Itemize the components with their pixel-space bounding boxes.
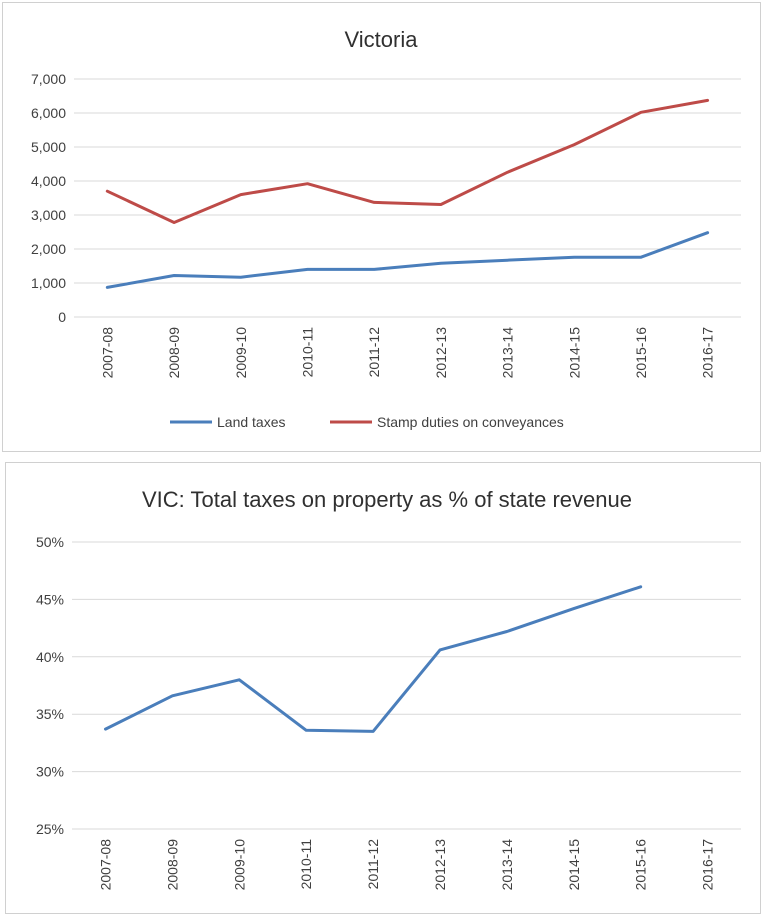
- y-tick-label: 2,000: [31, 241, 66, 257]
- x-tick-label: 2010-11: [298, 839, 314, 890]
- y-tick-label: 45%: [36, 591, 64, 607]
- y-tick-label: 30%: [36, 764, 64, 780]
- x-tick-label: 2013-14: [500, 327, 516, 379]
- y-tick-label: 40%: [36, 649, 64, 665]
- series-line-land-taxes: [105, 231, 710, 289]
- legend: Land taxes Stamp duties on conveyances: [170, 414, 564, 430]
- x-tick-label: 2014-15: [566, 839, 582, 891]
- x-tick-label: 2009-10: [231, 839, 247, 891]
- x-tick-label: 2012-13: [432, 839, 448, 891]
- x-tick-label: 2007-08: [99, 327, 115, 379]
- x-tick-label: 2007-08: [97, 839, 113, 891]
- x-tick-label: 2015-16: [633, 839, 649, 891]
- y-tick-label: 0: [58, 309, 66, 325]
- y-tick-label: 4,000: [31, 173, 66, 189]
- x-tick-label: 2016-17: [700, 839, 716, 891]
- series-line-stamp-duties-on-conveyances: [105, 98, 710, 224]
- y-tick-label: 35%: [36, 706, 64, 722]
- x-tick-label: 2011-12: [366, 327, 382, 378]
- chart-title: VIC: Total taxes on property as % of sta…: [142, 487, 632, 512]
- x-tick-label: 2012-13: [433, 327, 449, 379]
- chart-vic-property-share-svg: VIC: Total taxes on property as % of sta…: [36, 487, 741, 891]
- legend-label-land-taxes: Land taxes: [217, 414, 286, 430]
- chart-victoria-svg: Victoria 0 1,000 2,000 3,000 4,000 5,000 6,000…: [31, 27, 741, 430]
- y-tick-label: 5,000: [31, 139, 66, 155]
- y-tick-label: 6,000: [31, 105, 66, 121]
- chart-title: Victoria: [345, 27, 419, 52]
- x-tick-label: 2009-10: [233, 327, 249, 379]
- x-tick-label: 2008-09: [166, 327, 182, 379]
- legend-label-stamp-duties: Stamp duties on conveyances: [377, 414, 564, 430]
- y-tick-label: 25%: [36, 821, 64, 837]
- y-tick-label: 50%: [36, 534, 64, 550]
- x-tick-label: 2013-14: [499, 839, 515, 891]
- chart-vic-property-share: VIC: Total taxes on property as % of sta…: [5, 462, 761, 914]
- x-tick-label: 2014-15: [566, 327, 582, 379]
- x-tick-label: 2010-11: [299, 327, 315, 378]
- y-tick-label: 7,000: [31, 71, 66, 87]
- series-line-1: [104, 585, 643, 733]
- y-tick-label: 1,000: [31, 275, 66, 291]
- x-tick-label: 2008-09: [164, 839, 180, 891]
- y-tick-label: 3,000: [31, 207, 66, 223]
- chart-victoria: Victoria 0 1,000 2,000 3,000 4,000 5,000 6,000…: [2, 2, 761, 452]
- x-tick-label: 2011-12: [365, 839, 381, 890]
- x-tick-label: 2016-17: [700, 327, 716, 379]
- x-tick-label: 2015-16: [633, 327, 649, 379]
